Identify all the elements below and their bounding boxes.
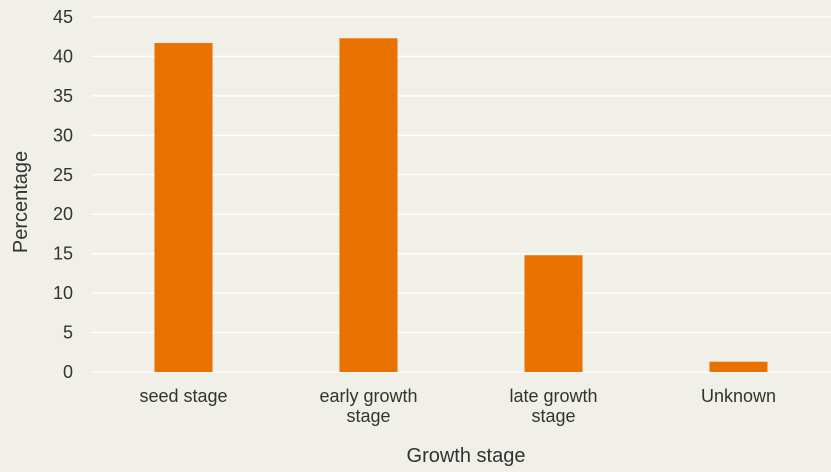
x-tick-labels: seed stage early growth stage late growth st…: [139, 386, 776, 426]
y-axis-title: Percentage: [10, 151, 32, 253]
x-tick-label: early growth stage: [319, 386, 417, 426]
gridlines: [91, 16, 831, 373]
y-tick-label: 45: [53, 7, 73, 27]
bar: [339, 38, 398, 373]
y-tick-label: 5: [63, 323, 73, 343]
x-tick-label: late growth stage: [509, 386, 597, 426]
y-tick-label: 10: [53, 283, 73, 303]
y-tick-label: 25: [53, 165, 73, 185]
y-tick-label: 0: [63, 362, 73, 382]
y-tick-label: 15: [53, 244, 73, 264]
y-tick-label: 40: [53, 46, 73, 66]
y-tick-label: 35: [53, 86, 73, 106]
bar: [709, 361, 768, 372]
x-tick-label: seed stage: [139, 386, 227, 406]
bars: [154, 38, 768, 373]
bar: [524, 255, 583, 372]
x-tick-label: Unknown: [701, 386, 776, 406]
y-tick-labels: 0 5 10 15 20 25 30 35 40 45: [53, 7, 73, 382]
x-axis-title: Growth stage: [407, 445, 526, 467]
y-tick-label: 30: [53, 125, 73, 145]
bar: [154, 43, 213, 373]
y-tick-label: 20: [53, 204, 73, 224]
